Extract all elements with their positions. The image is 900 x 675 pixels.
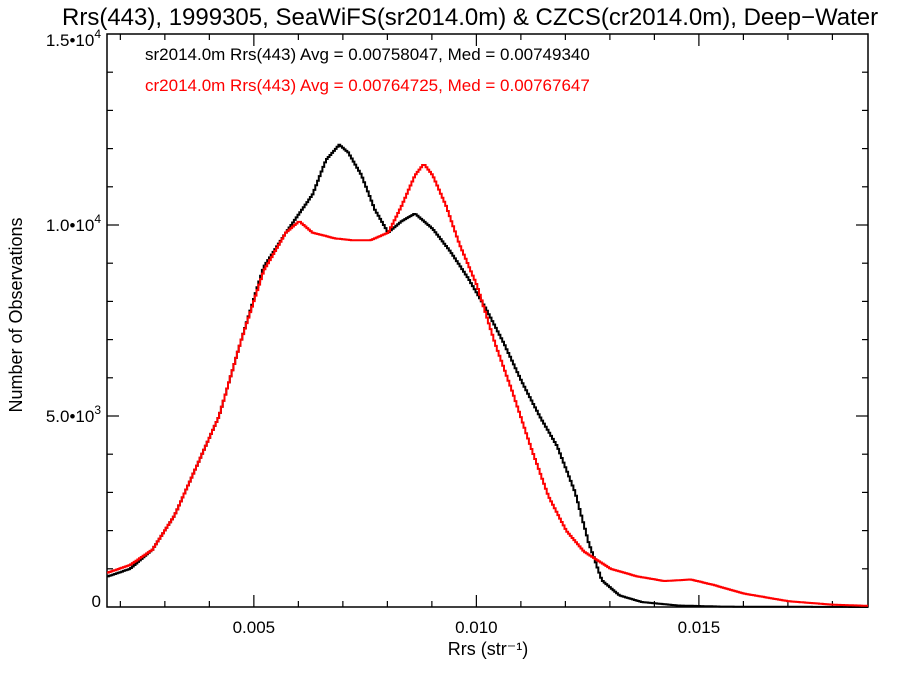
legend-entry-sr2014: sr2014.0m Rrs(443) Avg = 0.00758047, Med… bbox=[145, 45, 590, 64]
y-axis-ticks: 0 5.0•103 1.0•104 1.5•104 bbox=[46, 27, 868, 611]
y-tick-label: 1.0•104 bbox=[46, 212, 102, 235]
series-line-sr2014-0m bbox=[107, 143, 868, 608]
legend-entry-cr2014: cr2014.0m Rrs(443) Avg = 0.00764725, Med… bbox=[145, 76, 590, 95]
x-tick-label: 0.005 bbox=[233, 618, 276, 637]
plot-frame bbox=[106, 33, 869, 608]
chart-title: Rrs(443), 1999305, SeaWiFS(sr2014.0m) & … bbox=[62, 4, 878, 31]
series-group bbox=[107, 143, 868, 608]
x-axis-ticks: 0.005 0.010 0.015 bbox=[119, 34, 833, 637]
series-line-cr2014-0m bbox=[107, 164, 868, 607]
x-axis-label: Rrs (str⁻¹) bbox=[448, 639, 528, 659]
y-axis-label: Number of Observations bbox=[6, 217, 26, 412]
y-tick-label: 1.5•104 bbox=[46, 27, 102, 50]
y-tick-label: 0 bbox=[92, 592, 101, 611]
x-tick-label: 0.010 bbox=[455, 618, 498, 637]
y-tick-label: 5.0•103 bbox=[46, 403, 102, 426]
x-tick-label: 0.015 bbox=[678, 618, 721, 637]
